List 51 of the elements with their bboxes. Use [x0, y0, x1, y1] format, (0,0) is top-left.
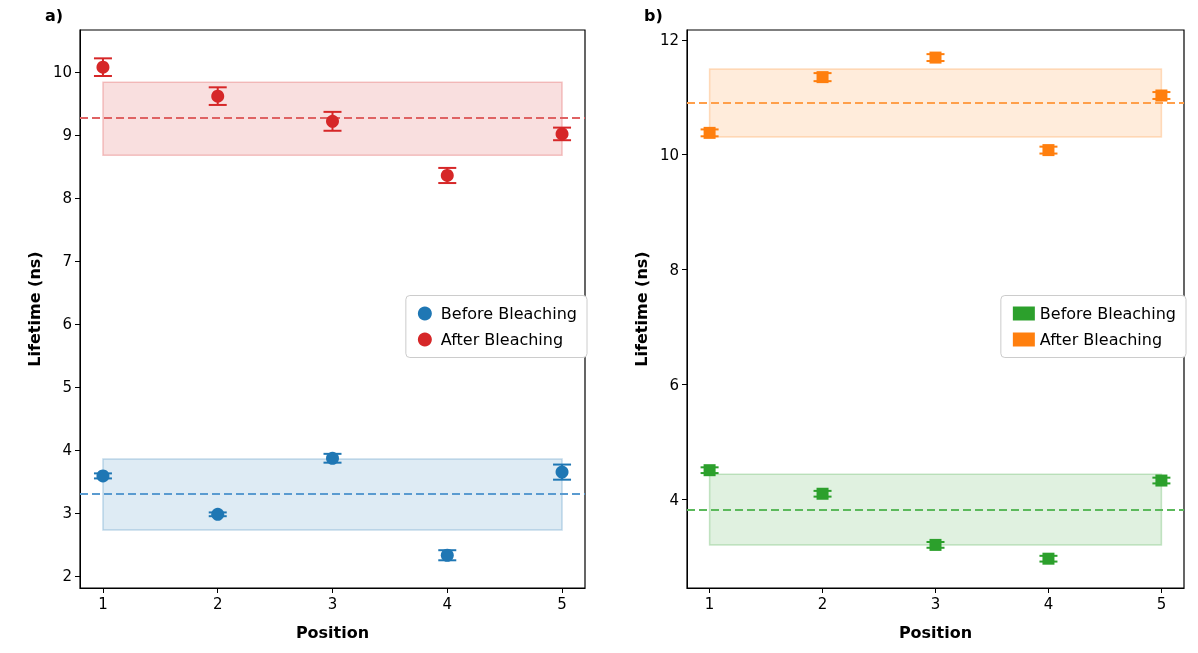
y-tick-label: 6	[669, 375, 679, 394]
y-tick-label: 10	[659, 145, 679, 164]
point	[1155, 474, 1168, 487]
point	[929, 51, 942, 64]
y-tick-label: 12	[659, 30, 679, 49]
y-tick-label: 7	[62, 252, 72, 271]
x-tick-label: 5	[1156, 594, 1167, 613]
point	[440, 168, 454, 182]
point	[816, 71, 829, 84]
y-tick-label: 3	[62, 504, 72, 523]
point	[555, 127, 569, 141]
point	[816, 487, 829, 500]
legend-label: After Bleaching	[1039, 330, 1163, 349]
y-tick-label: 2	[62, 567, 72, 586]
legend-label: After Bleaching	[440, 330, 564, 349]
point	[703, 126, 716, 139]
y-tick-label: 10	[52, 63, 72, 82]
point	[703, 464, 716, 477]
legend-label: Before Bleaching	[1039, 304, 1177, 323]
chart-title: a)	[45, 5, 64, 25]
point	[326, 451, 339, 465]
point	[1042, 144, 1055, 157]
y-tick-label: 5	[62, 378, 72, 397]
y-tick-label: 4	[669, 490, 679, 509]
point	[929, 538, 942, 551]
y-tick-label: 8	[669, 260, 679, 279]
x-tick-label: 1	[98, 594, 108, 613]
point	[96, 469, 110, 483]
y-tick-label: 6	[62, 315, 72, 334]
x-tick-label: 2	[212, 594, 223, 613]
legend-label: Before Bleaching	[440, 304, 578, 323]
point	[211, 507, 225, 521]
x-axis-title: Position	[898, 622, 973, 642]
y-tick-label: 8	[62, 189, 72, 208]
y-tick-label: 4	[62, 441, 72, 460]
y-tick-label: 9	[62, 126, 72, 145]
x-axis-title: Position	[295, 622, 370, 642]
chart-title: b)	[644, 5, 663, 25]
point	[1042, 552, 1055, 565]
x-tick-label: 1	[704, 594, 715, 613]
x-tick-label: 5	[557, 594, 567, 613]
point	[555, 465, 569, 479]
x-tick-label: 4	[1043, 594, 1054, 613]
y-axis-title: Lifetime (ns)	[24, 251, 44, 367]
x-tick-label: 3	[930, 594, 941, 613]
x-tick-label: 4	[442, 594, 453, 613]
x-tick-label: 3	[327, 594, 338, 613]
x-tick-label: 2	[817, 594, 828, 613]
point	[440, 548, 454, 562]
point	[1155, 89, 1168, 102]
y-axis-title: Lifetime (ns)	[631, 251, 651, 367]
